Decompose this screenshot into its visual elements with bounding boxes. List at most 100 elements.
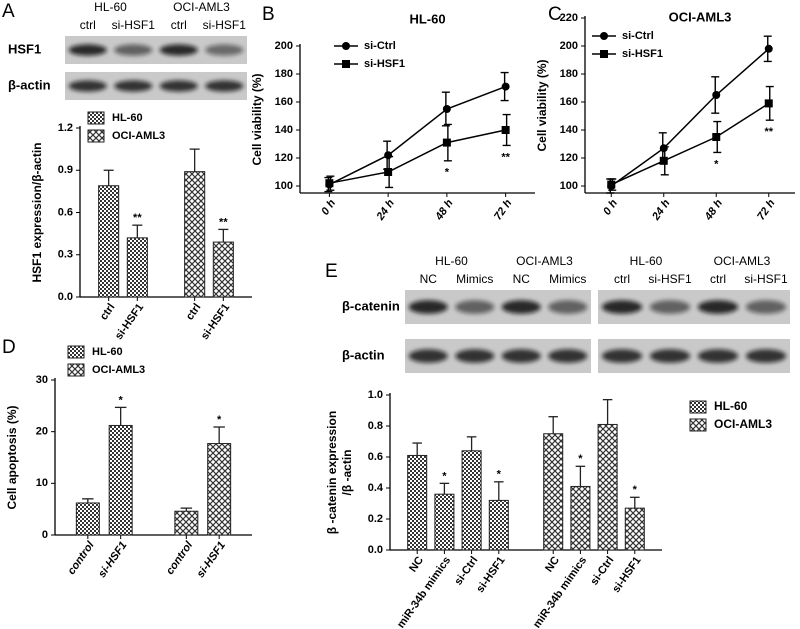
legend-marker	[600, 50, 608, 58]
x-tick-label: 24 h	[650, 197, 673, 223]
legend-swatch	[67, 363, 85, 377]
blot-lane-label: ctrl	[710, 272, 726, 286]
y-axis-label: /β -actin	[340, 450, 354, 496]
bar	[126, 237, 148, 298]
bar	[624, 507, 645, 551]
bar	[207, 443, 232, 536]
bar	[174, 510, 199, 536]
significance: **	[764, 126, 773, 138]
blot-band	[159, 44, 198, 56]
legend-swatch	[87, 111, 105, 125]
legend-label: si-HSF1	[364, 58, 405, 70]
bar	[597, 423, 618, 551]
point	[659, 156, 668, 165]
legend-label: HL-60	[714, 399, 748, 413]
legend-label: HL-60	[92, 346, 123, 358]
x-tick-label: si-Ctrl	[588, 555, 616, 588]
legend-swatch	[689, 400, 707, 414]
blot-band	[697, 300, 739, 314]
y-tick-label: 160	[560, 96, 578, 108]
blot-lane-label: ctrl	[80, 18, 96, 32]
blot-band	[455, 349, 495, 363]
y-tick-label: 0.3	[58, 249, 73, 261]
point	[712, 91, 721, 99]
blot-band	[408, 300, 448, 314]
x-tick-label: si-Ctrl	[452, 555, 480, 588]
legend-label: si-HSF1	[622, 48, 663, 60]
blot-band	[745, 349, 787, 363]
x-tick-label: ctrl	[98, 302, 118, 323]
panel-letter: C	[548, 4, 562, 25]
blot-lane-label: NC	[420, 272, 438, 286]
panel-letter: B	[262, 4, 275, 25]
y-tick-label: 140	[275, 124, 293, 136]
blot-band	[205, 80, 244, 92]
x-tick-label: 72 h	[492, 197, 515, 222]
bar	[543, 433, 564, 551]
blot-band	[408, 349, 448, 363]
y-tick-label: 0.6	[368, 451, 383, 463]
y-tick-label: 10	[36, 477, 48, 489]
x-tick-label: si-HSF1	[610, 555, 643, 595]
bar	[108, 424, 133, 536]
blot-band	[601, 349, 643, 363]
x-tick-label: miR-34b mimics	[395, 555, 453, 629]
point	[325, 179, 334, 188]
y-tick-label: 20	[36, 426, 48, 438]
blot-band	[114, 80, 153, 92]
point	[764, 99, 773, 108]
bar	[75, 502, 100, 536]
y-tick-label: 220	[560, 12, 578, 24]
blot-group-label: HL-60	[630, 254, 663, 268]
legend-marker	[600, 32, 608, 40]
y-axis-label: HSF1 expression/β-actin	[30, 142, 44, 282]
blot-band	[649, 300, 691, 314]
significance: *	[445, 167, 450, 179]
bar	[184, 171, 206, 298]
legend-label: OCI-AML3	[714, 417, 772, 431]
y-tick-label: 120	[560, 152, 578, 164]
x-tick-label: 48 h	[702, 197, 725, 223]
significance: **	[501, 151, 510, 163]
x-tick-label: 72 h	[755, 197, 778, 222]
significance: *	[633, 484, 638, 496]
bar	[461, 450, 482, 551]
legend-label: si-Ctrl	[364, 40, 396, 52]
blot-lane-label: ctrl	[614, 272, 630, 286]
legend-marker	[342, 42, 350, 50]
blot-band	[548, 300, 588, 314]
point	[442, 105, 451, 113]
blot-band	[501, 349, 541, 363]
x-tick-label: 48 h	[433, 197, 456, 223]
blot-lane-label: NC	[513, 272, 531, 286]
blot-group-label: OCI-AML3	[173, 0, 230, 14]
blot-band	[697, 349, 739, 363]
significance: *	[714, 158, 719, 170]
blot-group-label: OCI-AML3	[714, 254, 771, 268]
blot-band	[159, 80, 198, 92]
y-axis-label: Cell viability (%)	[535, 59, 549, 151]
y-axis-label: Cell viability (%)	[250, 73, 264, 165]
y-tick-label: 0.6	[58, 206, 73, 218]
blot-group-label: OCI-AML3	[516, 254, 573, 268]
x-tick-label: 0 h	[319, 197, 338, 217]
chart-title: HL-60	[409, 11, 445, 26]
y-tick-label: 100	[560, 180, 578, 192]
y-tick-label: 120	[275, 152, 293, 164]
y-tick-label: 1.2	[58, 122, 73, 134]
y-tick-label: 30	[36, 374, 48, 386]
x-tick-label: si-HSF1	[195, 540, 228, 580]
point	[501, 82, 510, 91]
blot-group-label: HL-60	[435, 254, 468, 268]
point	[764, 44, 773, 53]
y-tick-label: 1.0	[368, 389, 383, 401]
y-tick-label: 0.9	[58, 164, 73, 176]
point	[384, 168, 393, 176]
bar	[434, 493, 455, 551]
significance: **	[219, 216, 228, 228]
point	[442, 138, 451, 147]
series-line	[610, 48, 770, 187]
point	[384, 151, 393, 160]
panel-letter: D	[2, 337, 16, 358]
